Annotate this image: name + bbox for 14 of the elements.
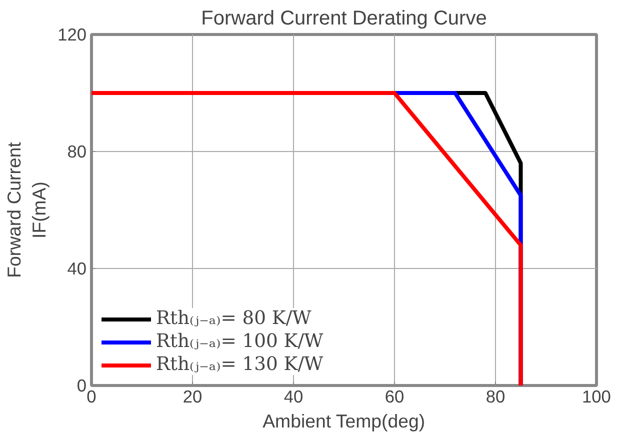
x-axis-title: Ambient Temp(deg) (262, 410, 426, 432)
legend-label: Rth₍ⱼ₋ₐ₎= 130 K/W (156, 354, 324, 375)
chart-title: Forward Current Derating Curve (201, 8, 487, 30)
y-tick-label: 120 (58, 24, 87, 44)
x-tick-label: 20 (182, 386, 202, 406)
x-tick-label: 100 (582, 386, 611, 406)
x-tick-label: 40 (284, 386, 304, 406)
y-tick-label: 40 (67, 258, 87, 278)
y-tick-label: 80 (67, 142, 87, 162)
y-axis-title: Forward Current IF(mA) (3, 141, 50, 278)
legend-label: Rth₍ⱼ₋ₐ₎= 80 K/W (156, 308, 312, 329)
legend-label: Rth₍ⱼ₋ₐ₎= 100 K/W (156, 331, 324, 352)
x-tick-label: 80 (486, 386, 506, 406)
x-tick-label: 60 (384, 386, 404, 406)
